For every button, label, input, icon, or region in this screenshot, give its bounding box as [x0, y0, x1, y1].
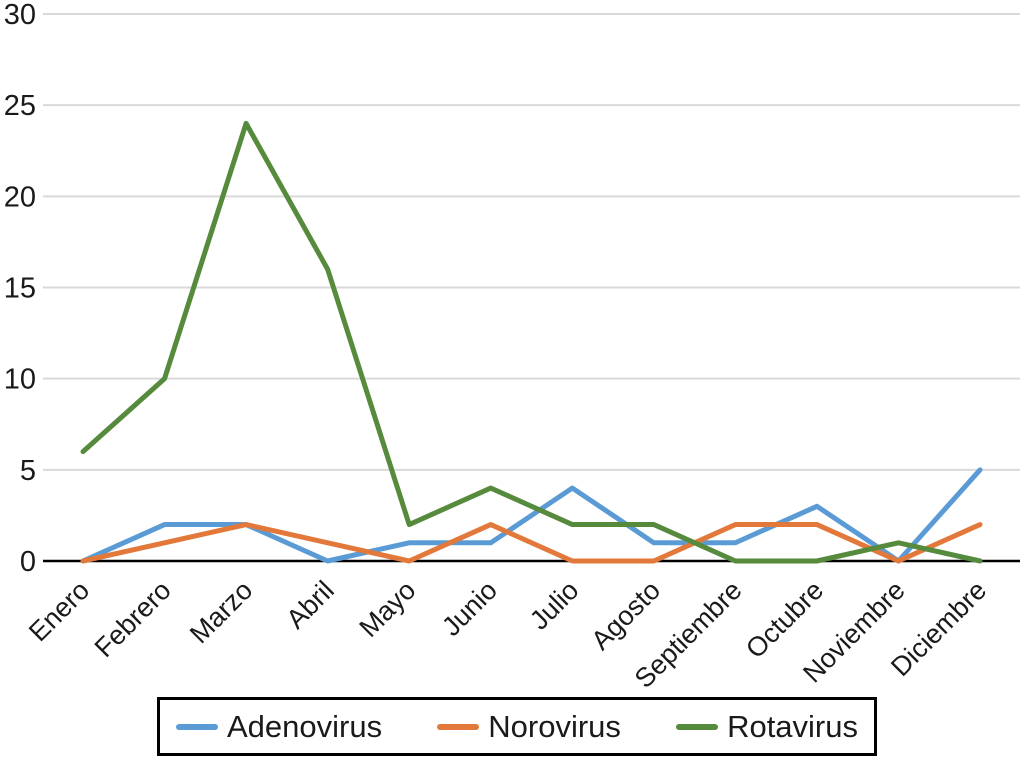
- legend-item-adenovirus: Adenovirus: [176, 711, 382, 742]
- legend-swatch-adenovirus: [176, 723, 218, 730]
- legend-label: Adenovirus: [227, 709, 383, 744]
- x-tick-label: Febrero: [89, 575, 177, 663]
- legend-item-rotavirus: Rotavirus: [676, 711, 858, 742]
- x-tick-label: Julio: [524, 575, 584, 635]
- y-tick-label: 15: [4, 273, 36, 305]
- legend-swatch-norovirus: [437, 723, 480, 730]
- legend-item-norovirus: Norovirus: [437, 711, 621, 742]
- series-line-adenovirus: [80, 467, 983, 564]
- chart-legend: Adenovirus Norovirus Rotavirus: [157, 697, 877, 756]
- x-tick-label: Abril: [280, 575, 339, 634]
- x-tick-label: Enero: [23, 575, 95, 647]
- legend-swatch-rotavirus: [676, 723, 719, 730]
- y-tick-label: 0: [20, 546, 36, 578]
- x-tick-label: Junio: [436, 575, 503, 642]
- y-tick-label: 20: [4, 181, 36, 213]
- y-tick-label: 25: [4, 90, 36, 122]
- y-tick-label: 5: [20, 455, 36, 487]
- legend-label: Rotavirus: [727, 709, 858, 744]
- y-tick-label: 10: [4, 364, 36, 396]
- series-line-rotavirus: [80, 120, 983, 564]
- y-tick-label: 30: [4, 0, 36, 31]
- series-line-norovirus: [80, 522, 983, 564]
- x-tick-label: Marzo: [184, 575, 258, 649]
- legend-label: Norovirus: [488, 709, 621, 744]
- x-tick-label: Mayo: [354, 575, 422, 643]
- x-tick-label: Agosto: [585, 575, 666, 656]
